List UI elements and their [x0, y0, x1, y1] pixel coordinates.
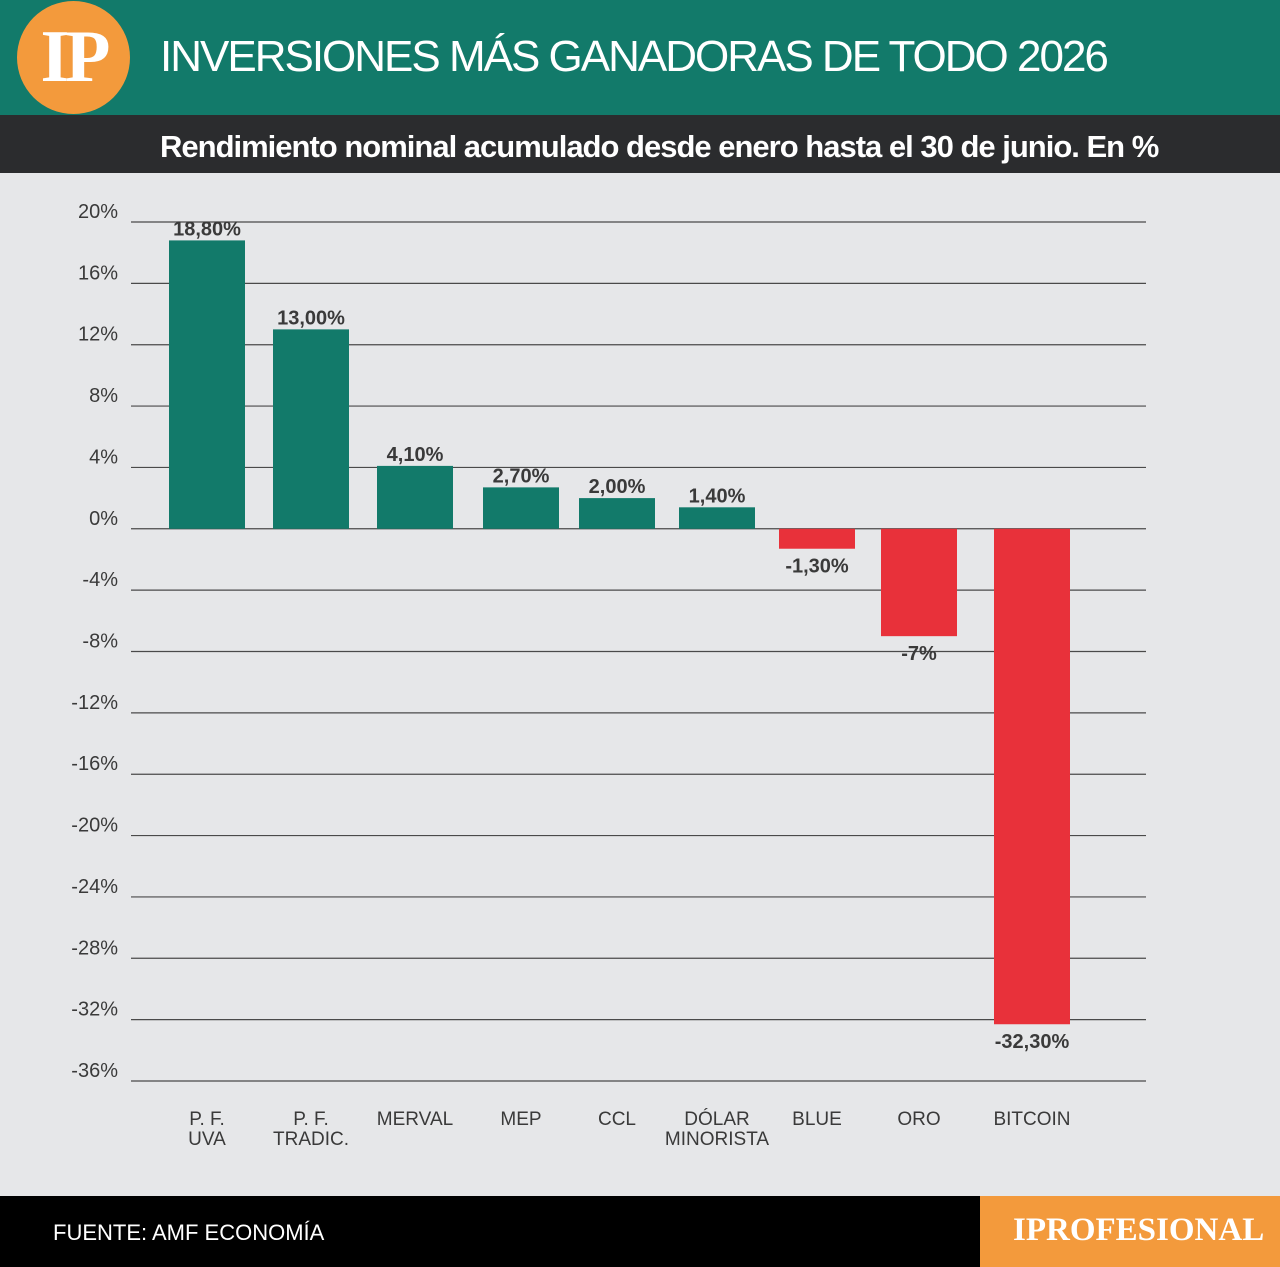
- bar: [273, 329, 349, 529]
- x-tick-label: P. F.: [293, 1109, 329, 1130]
- x-tick-label: CCL: [598, 1109, 636, 1130]
- data-label: -7%: [901, 643, 937, 665]
- y-tick-label: -20%: [71, 815, 118, 837]
- x-tick-label: MERVAL: [377, 1109, 453, 1130]
- bar: [483, 487, 559, 529]
- subheader-bar: [0, 115, 1280, 173]
- y-tick-label: 0%: [89, 508, 118, 530]
- header-bar: [0, 0, 1280, 115]
- x-tick-label: BITCOIN: [993, 1109, 1070, 1130]
- data-label: 1,40%: [689, 485, 746, 507]
- data-label: 2,00%: [589, 476, 646, 498]
- data-label: 13,00%: [277, 307, 345, 329]
- y-tick-label: -8%: [82, 631, 118, 653]
- bar: [169, 240, 245, 529]
- y-tick-label: 4%: [89, 446, 118, 468]
- brand-box: [980, 1196, 1280, 1267]
- ip-logo: IP: [17, 1, 130, 114]
- y-tick-label: -4%: [82, 569, 118, 591]
- bar: [881, 528, 957, 637]
- x-tick-label: UVA: [188, 1129, 226, 1150]
- x-tick-label: ORO: [897, 1109, 940, 1130]
- data-label: 4,10%: [387, 444, 444, 466]
- x-tick-label: MEP: [500, 1109, 541, 1130]
- bar-chart: 20% 16% 12% 8% 4% 0% -4% -8% -12% -16% -20% -24% -28…: [71, 201, 1146, 1150]
- y-tick-label: -36%: [71, 1060, 118, 1082]
- data-label: 18,80%: [173, 218, 241, 240]
- bar: [779, 528, 855, 549]
- chart-title: INVERSIONES MÁS GANADORAS DE TODO 2026: [160, 32, 1109, 81]
- x-tick-label: MINORISTA: [665, 1129, 769, 1150]
- bar: [377, 465, 453, 529]
- x-tick-label: TRADIC.: [273, 1129, 349, 1150]
- y-tick-label: -24%: [71, 876, 118, 898]
- y-tick-label: -12%: [71, 692, 118, 714]
- bar: [994, 528, 1070, 1025]
- y-tick-label: -32%: [71, 999, 118, 1021]
- y-tick-label: 20%: [78, 201, 118, 223]
- data-label: -1,30%: [785, 556, 849, 578]
- x-tick-label: DÓLAR: [684, 1108, 749, 1130]
- y-tick-label: 12%: [78, 324, 118, 346]
- y-tick-label: 8%: [89, 385, 118, 407]
- y-tick-label: -16%: [71, 753, 118, 775]
- y-tick-label: -28%: [71, 937, 118, 959]
- brand-logo: IPROFESIONAL: [1013, 1212, 1265, 1248]
- chart-subtitle: Rendimiento nominal acumulado desde ener…: [160, 129, 1159, 164]
- bar: [579, 498, 655, 529]
- data-label: 2,70%: [493, 465, 550, 487]
- data-label: -32,30%: [995, 1031, 1070, 1053]
- source-note: FUENTE: AMF ECONOMÍA: [53, 1220, 325, 1245]
- y-tick-label: 16%: [78, 262, 118, 284]
- x-tick-label: BLUE: [792, 1109, 842, 1130]
- bar: [679, 507, 755, 529]
- x-tick-label: P. F.: [189, 1109, 225, 1130]
